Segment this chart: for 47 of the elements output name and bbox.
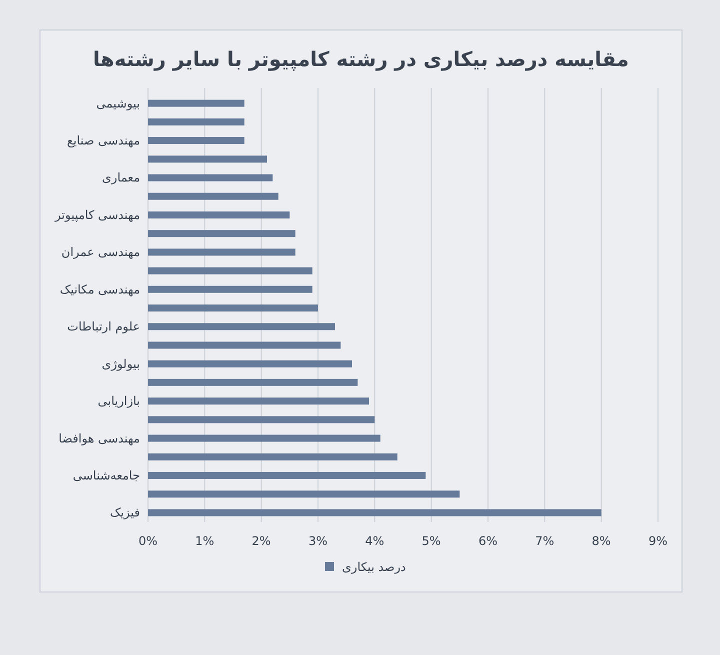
y-tick-label: مهندسی مکانیک [60,282,140,296]
bar [148,378,358,386]
x-tick-label: 3% [308,534,328,548]
bar [148,509,602,516]
y-tick-label: جامعه‌شناسی [72,468,140,482]
bar [148,286,312,293]
x-tick-label: 5% [422,534,441,548]
bar [148,342,341,349]
bar [148,398,369,405]
legend-label: درصد بیکاری [342,560,406,574]
y-tick-label: فیزیک [110,506,140,520]
x-tick-label: 9% [648,534,668,548]
y-tick-label: بیوشیمی [96,96,140,110]
y-tick-label: معماری [102,170,140,185]
bar [148,304,318,312]
x-tick-label: 2% [252,534,271,548]
y-tick-label: بیولوژی [102,356,140,371]
bar [148,416,375,424]
x-tick-label: 1% [195,534,214,548]
bar [148,434,380,442]
bar [148,174,273,182]
chart-title: مقایسه درصد بیکاری در رشته کامپیوتر با سایر رشته‌ها [93,47,629,71]
bar [148,211,290,218]
bar [148,248,296,256]
y-tick-label: مهندسی کامپیوتر [54,208,140,222]
bar [148,360,352,368]
bar [148,230,296,238]
x-tick-label: 8% [592,534,611,548]
y-tick-label: مهندسی عمران [61,245,140,260]
bar [148,453,398,460]
x-tick-label: 0% [138,534,158,548]
x-tick-label: 6% [478,534,498,548]
y-tick-label: مهندسی صنایع [67,134,140,148]
x-tick-label: 7% [535,534,554,548]
bar [148,137,244,144]
bar [148,472,426,479]
y-tick-label: مهندسی هوافضا [58,431,140,446]
y-tick-label: علوم ارتباطات [67,320,140,334]
bar [148,156,267,163]
bar [148,100,244,107]
x-tick-label: 4% [365,534,384,548]
bar [148,267,312,274]
bar [148,118,244,126]
bar [148,192,278,200]
y-tick-label: بازاریابی [98,394,140,408]
bar [148,490,460,498]
bar [148,323,335,330]
